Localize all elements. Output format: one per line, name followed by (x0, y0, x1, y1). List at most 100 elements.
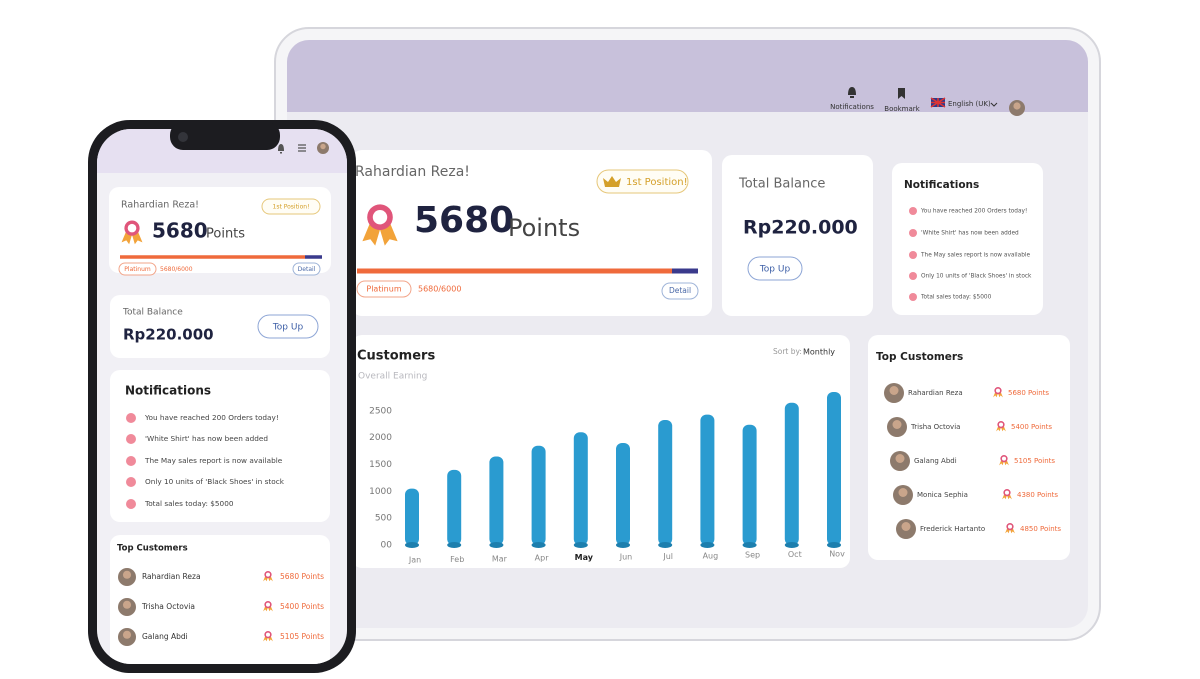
avatar (889, 386, 899, 395)
avatar (892, 420, 902, 429)
notification-icon (909, 251, 917, 259)
customer-name: Frederick Hartanto (920, 525, 985, 533)
points-value: 5680 (414, 200, 514, 241)
camera (178, 132, 188, 142)
ribbon-icon (263, 636, 273, 642)
customer-name: Galang Abdi (914, 457, 957, 465)
notification-icon (126, 477, 136, 487)
top-up-button[interactable]: Top Up (272, 323, 304, 333)
notification-item: The May sales report is now available (920, 253, 1030, 259)
bar (447, 469, 462, 545)
notifications-title: Notifications (904, 179, 979, 191)
ribbon-icon (362, 222, 398, 246)
notification-icon (909, 293, 917, 301)
avatar (901, 522, 911, 531)
bookmark-icon (898, 88, 905, 99)
user-name: Rahardian Reza! (121, 200, 199, 211)
ribbon-icon (1007, 524, 1013, 529)
points-value: 5680 (152, 219, 208, 243)
tablet-screen: Notifications Bookmark English (UK) Rahardi… (287, 40, 1088, 628)
bar-base (827, 542, 841, 548)
card (352, 335, 850, 568)
chart-title: Customers (357, 349, 435, 364)
card (110, 370, 330, 522)
top-up-button[interactable]: Top Up (759, 265, 791, 275)
notification-icon (126, 434, 136, 444)
detail-button[interactable]: Detail (669, 286, 691, 295)
bar-base (658, 542, 673, 548)
sort-select[interactable]: Monthly (803, 348, 835, 357)
ribbon-icon (999, 460, 1009, 466)
y-tick-label: 500 (375, 514, 392, 524)
ribbon-icon (996, 426, 1006, 432)
menu-icon (298, 144, 306, 152)
ribbon-icon (1005, 528, 1015, 534)
customer-name: Galang Abdi (142, 632, 188, 641)
y-tick-label: 1000 (369, 487, 392, 497)
notification-item: You have reached 200 Orders today! (144, 413, 279, 422)
header-link[interactable]: Bookmark (884, 105, 920, 113)
pill (747, 256, 803, 281)
ribbon-icon (993, 392, 1003, 398)
balance-amount: Rp220.000 (743, 217, 858, 239)
y-tick-label: 00 (381, 541, 393, 551)
header-link[interactable]: Notifications (830, 103, 874, 111)
card (110, 295, 330, 358)
chevron (990, 102, 998, 107)
customer-points: 4850 Points (1020, 525, 1061, 533)
bar-base (784, 542, 799, 548)
notification-item: The May sales report is now available (144, 456, 283, 465)
bell-icon (278, 144, 284, 154)
balance-title: Total Balance (738, 177, 825, 192)
avatar (898, 488, 908, 497)
bar-base (573, 542, 588, 548)
customer-name: Trisha Octovia (141, 602, 195, 611)
bar (658, 419, 673, 545)
notification-icon (909, 272, 917, 280)
customer-points: 5400 Points (280, 602, 324, 611)
detail-button[interactable]: Detail (298, 266, 316, 273)
avatar (895, 454, 905, 463)
pill (118, 262, 157, 276)
avatar (122, 570, 132, 579)
bar (405, 488, 419, 545)
y-tick-label: 2500 (369, 406, 392, 416)
progress-text: 5680/6000 (418, 285, 461, 294)
ribbon-icon (263, 606, 273, 612)
bar (784, 402, 799, 545)
notification-icon (909, 207, 917, 215)
pill (261, 198, 321, 215)
avatar (320, 143, 326, 150)
user-name: Rahardian Reza! (355, 164, 470, 180)
bar-base (447, 542, 462, 548)
notification-item: 'White Shirt' has now been added (921, 231, 1019, 237)
progress-text: 5680/6000 (160, 266, 193, 273)
points-unit: Points (508, 214, 580, 242)
ribbon-icon (265, 632, 271, 637)
sort-label: Sort by: (773, 347, 802, 356)
x-tick-label: Sep (745, 551, 760, 560)
pill (596, 169, 689, 194)
notification-item: You have reached 200 Orders today! (920, 209, 1027, 215)
balance-amount: Rp220.000 (123, 326, 214, 344)
card (110, 535, 330, 664)
language-select[interactable]: English (UK) (948, 100, 991, 108)
bar-base (700, 542, 715, 548)
phone-notch (170, 122, 280, 150)
bar-base (742, 542, 757, 548)
ribbon-icon (372, 210, 388, 225)
x-tick-label: Oct (788, 550, 802, 559)
x-tick-label: May (575, 553, 594, 562)
ribbon-icon (1002, 494, 1012, 500)
notification-item: 'White Shirt' has now been added (145, 434, 268, 443)
bar-base (405, 542, 419, 548)
crown-icon (603, 176, 621, 187)
customer-name: Rahardian Reza (908, 389, 963, 397)
customer-name: Monica Sephia (917, 491, 968, 499)
x-tick-label: Jun (619, 553, 633, 562)
bar-base (616, 542, 630, 548)
x-tick-label: Apr (535, 554, 550, 563)
position-badge: 1st Position! (273, 204, 310, 211)
